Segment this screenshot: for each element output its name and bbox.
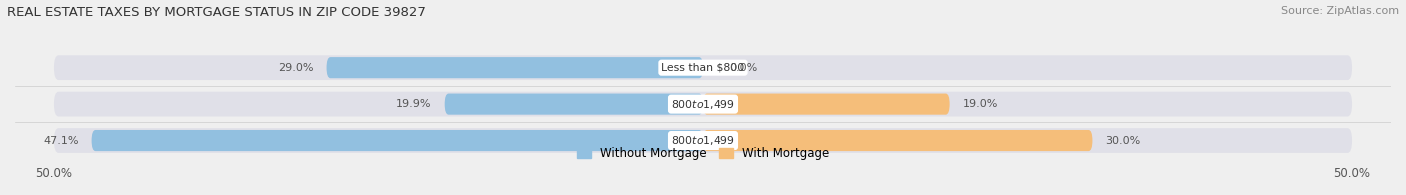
- FancyBboxPatch shape: [703, 130, 1092, 151]
- Text: 19.9%: 19.9%: [396, 99, 432, 109]
- FancyBboxPatch shape: [53, 92, 1353, 116]
- FancyBboxPatch shape: [53, 128, 1353, 153]
- Text: 19.0%: 19.0%: [963, 99, 998, 109]
- Text: $800 to $1,499: $800 to $1,499: [671, 134, 735, 147]
- Text: 47.1%: 47.1%: [44, 136, 79, 145]
- Text: Source: ZipAtlas.com: Source: ZipAtlas.com: [1281, 6, 1399, 16]
- Text: REAL ESTATE TAXES BY MORTGAGE STATUS IN ZIP CODE 39827: REAL ESTATE TAXES BY MORTGAGE STATUS IN …: [7, 6, 426, 19]
- Text: $800 to $1,499: $800 to $1,499: [671, 98, 735, 111]
- Text: Less than $800: Less than $800: [661, 63, 745, 73]
- Text: 0.0%: 0.0%: [728, 63, 758, 73]
- Legend: Without Mortgage, With Mortgage: Without Mortgage, With Mortgage: [572, 142, 834, 165]
- Text: 29.0%: 29.0%: [278, 63, 314, 73]
- Text: 30.0%: 30.0%: [1105, 136, 1140, 145]
- FancyBboxPatch shape: [326, 57, 703, 78]
- FancyBboxPatch shape: [53, 55, 1353, 80]
- FancyBboxPatch shape: [444, 94, 703, 115]
- FancyBboxPatch shape: [703, 94, 949, 115]
- FancyBboxPatch shape: [91, 130, 703, 151]
